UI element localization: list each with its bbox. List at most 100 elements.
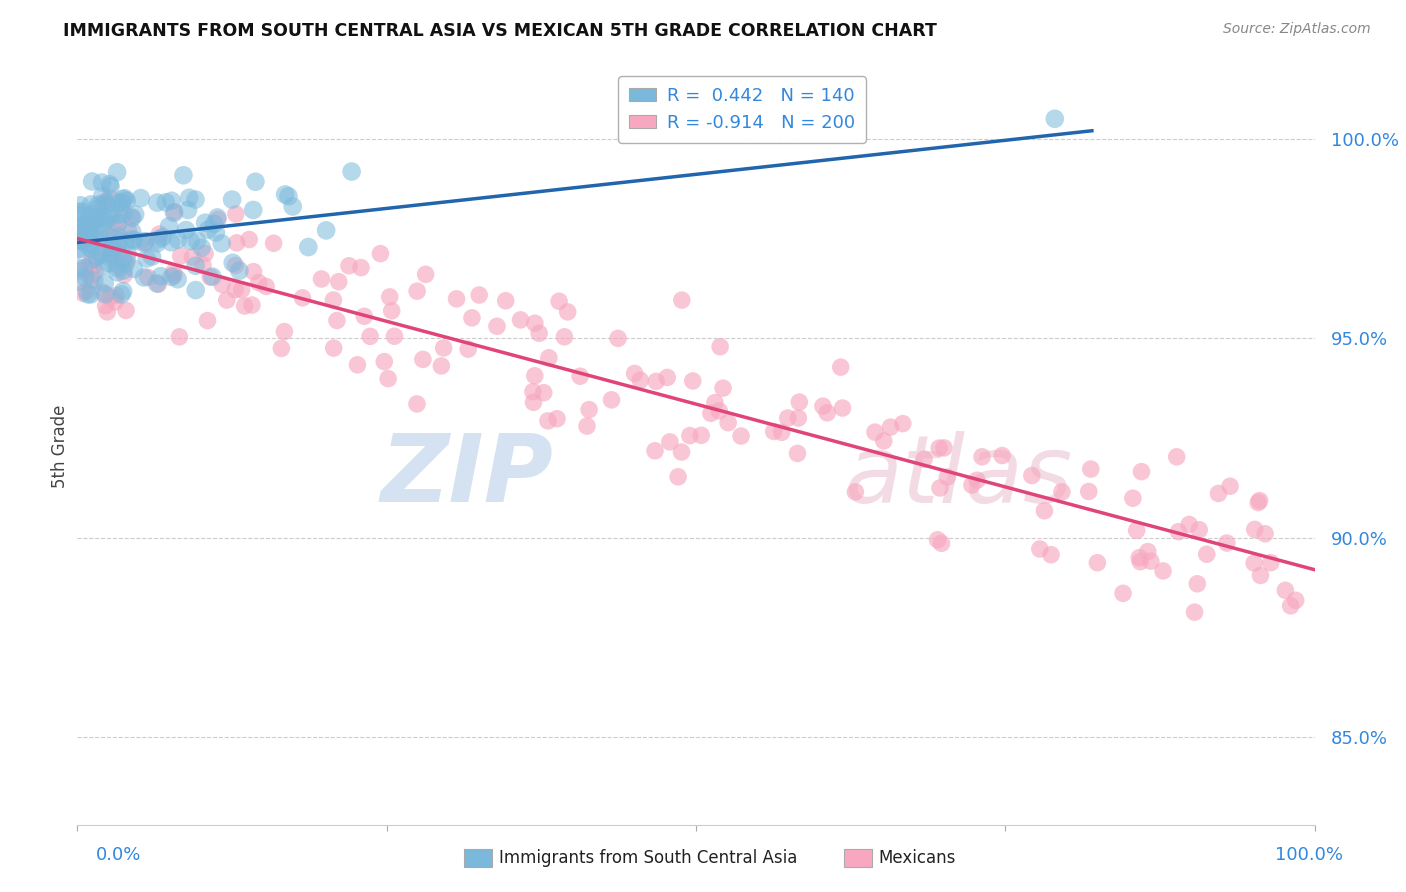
Point bbox=[135, 252, 157, 266]
Point bbox=[1260, 556, 1282, 570]
Point bbox=[700, 406, 723, 420]
Point bbox=[340, 164, 363, 178]
Point bbox=[1129, 555, 1152, 569]
Point bbox=[93, 258, 115, 272]
Point bbox=[91, 189, 114, 203]
Point bbox=[221, 193, 243, 207]
Point bbox=[523, 368, 546, 383]
Point bbox=[1188, 523, 1211, 537]
Text: IMMIGRANTS FROM SOUTH CENTRAL ASIA VS MEXICAN 5TH GRADE CORRELATION CHART: IMMIGRANTS FROM SOUTH CENTRAL ASIA VS ME… bbox=[63, 22, 938, 40]
Point bbox=[101, 240, 124, 254]
Point bbox=[179, 234, 201, 248]
Point bbox=[645, 375, 668, 389]
Point bbox=[122, 261, 145, 276]
Point bbox=[1130, 465, 1153, 479]
Point bbox=[77, 231, 100, 245]
Point bbox=[844, 484, 866, 499]
Point bbox=[169, 330, 191, 344]
Point bbox=[181, 250, 204, 264]
Point bbox=[148, 277, 170, 292]
Point bbox=[98, 191, 121, 205]
Point bbox=[527, 326, 550, 341]
Point bbox=[607, 331, 630, 345]
Point bbox=[1136, 544, 1159, 558]
Point bbox=[315, 223, 337, 237]
Point bbox=[80, 241, 103, 255]
Point bbox=[91, 176, 114, 190]
Point bbox=[928, 441, 950, 455]
Text: atlas: atlas bbox=[845, 431, 1073, 522]
Point bbox=[90, 211, 112, 225]
Point bbox=[134, 236, 156, 251]
Point bbox=[863, 425, 886, 439]
Point bbox=[430, 359, 453, 373]
Point bbox=[457, 342, 479, 356]
Point bbox=[122, 234, 145, 248]
Point bbox=[77, 226, 100, 240]
Point bbox=[179, 191, 201, 205]
Point bbox=[94, 299, 117, 313]
Point bbox=[186, 234, 208, 248]
Point bbox=[537, 414, 560, 428]
Point bbox=[406, 284, 429, 298]
Point bbox=[776, 411, 799, 425]
Point bbox=[94, 287, 117, 301]
Point bbox=[72, 220, 94, 235]
Point bbox=[146, 236, 169, 251]
Point bbox=[115, 303, 138, 318]
Point bbox=[93, 276, 115, 290]
Point bbox=[231, 283, 253, 297]
Point bbox=[1029, 541, 1052, 556]
Point bbox=[80, 208, 103, 222]
Point bbox=[1285, 593, 1308, 607]
Point bbox=[277, 189, 299, 203]
Point bbox=[79, 269, 101, 284]
Point bbox=[160, 269, 183, 284]
Point bbox=[76, 219, 98, 234]
Point bbox=[1184, 605, 1206, 619]
Point bbox=[105, 288, 128, 302]
Point bbox=[966, 473, 988, 487]
Point bbox=[960, 478, 983, 492]
Point bbox=[69, 226, 91, 240]
Point bbox=[224, 283, 246, 297]
Point bbox=[146, 195, 169, 210]
Point bbox=[682, 374, 704, 388]
Point bbox=[72, 219, 94, 234]
Point bbox=[242, 202, 264, 217]
Point bbox=[70, 227, 93, 242]
Point bbox=[322, 341, 344, 355]
Point bbox=[1250, 568, 1272, 582]
Point bbox=[84, 241, 107, 255]
Point bbox=[72, 234, 94, 248]
Text: Mexicans: Mexicans bbox=[879, 849, 956, 867]
Point bbox=[136, 270, 159, 285]
Point bbox=[1247, 495, 1270, 509]
Point bbox=[80, 236, 103, 251]
Point bbox=[1249, 493, 1271, 508]
Point bbox=[107, 238, 129, 252]
Point bbox=[100, 248, 122, 262]
Point bbox=[80, 254, 103, 268]
Point bbox=[991, 449, 1014, 463]
Point bbox=[1085, 556, 1108, 570]
Point bbox=[83, 252, 105, 267]
Point bbox=[103, 220, 125, 235]
Point bbox=[98, 177, 121, 191]
Point bbox=[82, 260, 104, 274]
Point bbox=[770, 425, 793, 440]
Point bbox=[97, 244, 120, 258]
Point bbox=[177, 202, 200, 217]
Point bbox=[76, 287, 98, 301]
Point bbox=[129, 235, 152, 249]
Point bbox=[263, 236, 285, 251]
Point bbox=[67, 275, 90, 289]
Point bbox=[461, 310, 484, 325]
Point bbox=[270, 342, 292, 356]
Point bbox=[657, 370, 679, 384]
Point bbox=[247, 276, 270, 290]
Point bbox=[1166, 450, 1188, 464]
Point bbox=[114, 256, 136, 270]
Point bbox=[82, 174, 104, 188]
Point bbox=[67, 261, 90, 276]
